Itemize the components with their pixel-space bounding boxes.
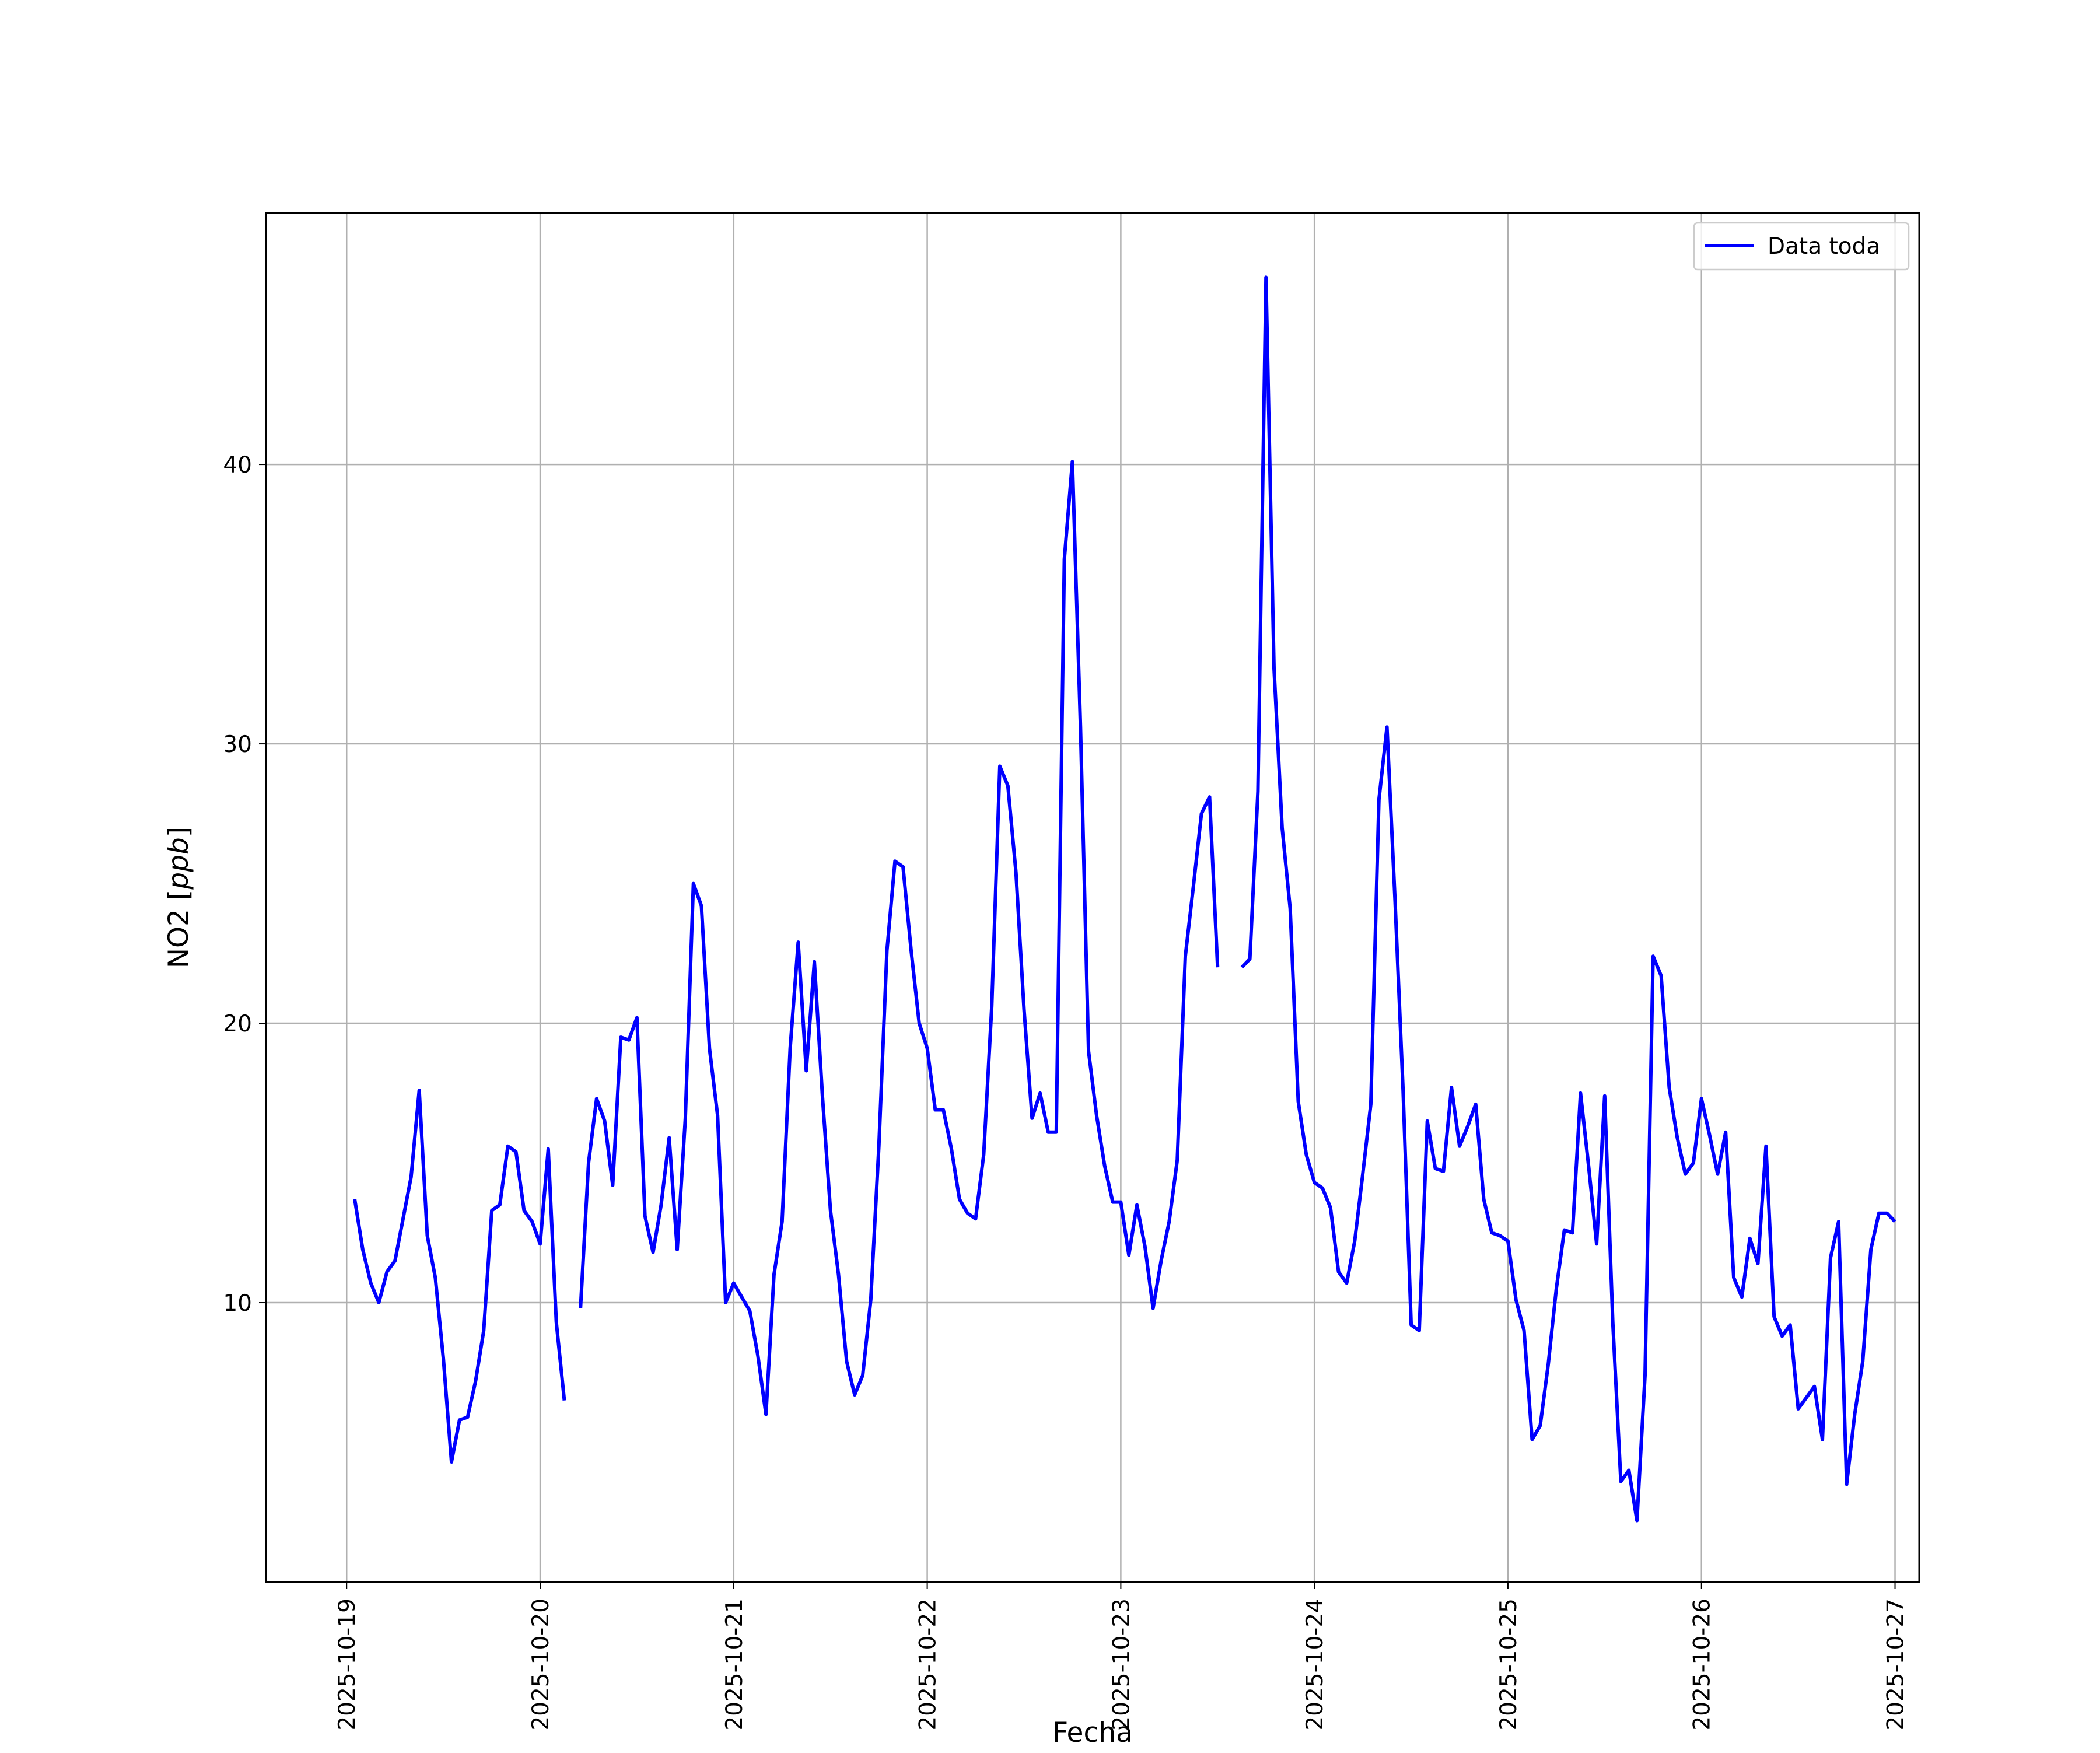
x-tick-label: 2025-10-20 — [528, 1598, 554, 1731]
y-axis-label: NO2 [ppb] — [163, 827, 195, 968]
y-axis-label-suffix: ] — [163, 827, 195, 837]
x-tick-label: 2025-10-24 — [1302, 1598, 1328, 1731]
y-axis-label-prefix: NO2 [ — [163, 890, 195, 968]
x-tick-label: 2025-10-19 — [334, 1598, 360, 1731]
y-tick-label: 30 — [223, 732, 252, 758]
legend-label-data-toda: Data toda — [1768, 233, 1880, 260]
x-tick-label: 2025-10-25 — [1496, 1598, 1522, 1731]
legend: Data toda — [1693, 222, 1910, 271]
y-tick-label: 20 — [223, 1011, 252, 1037]
y-tick-label: 10 — [223, 1290, 252, 1317]
x-tick-label: 2025-10-22 — [915, 1598, 942, 1731]
x-tick-label: 2025-10-26 — [1689, 1598, 1716, 1731]
y-tick-label: 40 — [223, 452, 252, 478]
grid-lines — [266, 213, 1919, 1582]
y-axis-label-unit: ppb — [163, 837, 195, 890]
x-axis-label: Fecha — [1052, 1717, 1133, 1749]
series-line-data-toda — [1240, 275, 1896, 1523]
series-line-data-toda — [353, 1089, 566, 1464]
x-axis-ticks: 2025-10-19 2025-10-20 2025-10-21 2025-10-22… — [334, 1582, 1909, 1731]
series-layer — [353, 275, 1896, 1523]
legend-box — [1693, 222, 1910, 271]
x-tick-label: 2025-10-23 — [1108, 1598, 1135, 1731]
x-tick-label: 2025-10-27 — [1883, 1598, 1909, 1731]
plot-area-frame — [265, 212, 1920, 1583]
y-axis-ticks: 10 20 30 40 — [223, 452, 266, 1317]
x-tick-label: 2025-10-21 — [722, 1598, 748, 1731]
series-line-data-toda — [579, 460, 1220, 1416]
